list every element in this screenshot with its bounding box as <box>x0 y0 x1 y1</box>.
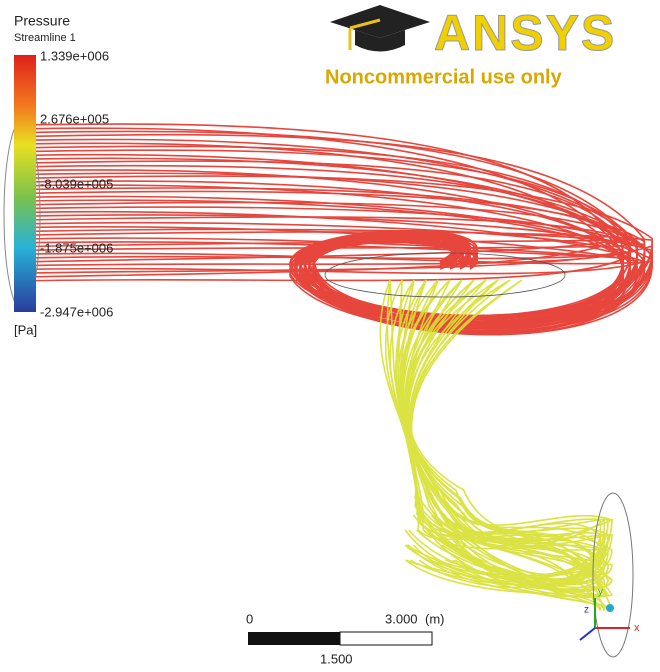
legend-label: -1.875e+006 <box>40 240 113 255</box>
legend-title: Pressure <box>14 13 70 29</box>
axis-triad <box>579 598 630 641</box>
logo-note: Noncommercial use only <box>325 66 563 88</box>
scale-bar-white <box>339 631 433 646</box>
scale-unit: (m) <box>425 611 445 626</box>
runner <box>324 252 566 298</box>
red-streamline <box>24 236 638 324</box>
scale-middle: 1.500 <box>320 651 353 666</box>
axis-z: z <box>584 605 589 616</box>
yellow-streamline <box>407 279 602 586</box>
yellow-streamline <box>379 279 613 585</box>
color-bar <box>14 55 36 312</box>
red-streamline <box>24 230 624 329</box>
red-streamline <box>24 180 624 322</box>
axis-y: y <box>598 587 603 598</box>
outlet <box>592 492 634 658</box>
logo-cap <box>330 5 430 52</box>
scale-start: 0 <box>246 611 253 626</box>
legend-subtitle: Streamline 1 <box>14 32 76 44</box>
legend-label: 1.339e+006 <box>40 48 109 63</box>
yellow-streamline <box>404 279 613 594</box>
scale-bar-black <box>248 632 340 645</box>
red-streamlines <box>24 123 653 336</box>
yellow-streamlines <box>379 279 613 612</box>
yellow-streamline <box>400 279 609 586</box>
legend-unit: [Pa] <box>14 322 37 337</box>
red-streamline <box>24 241 645 328</box>
red-streamline <box>24 239 631 335</box>
legend-label: 2.676e+005 <box>40 111 109 126</box>
yellow-streamline <box>409 279 609 597</box>
legend-label: -8.039e+005 <box>40 176 113 191</box>
legend-label: -2.947e+006 <box>40 304 113 319</box>
red-streamline <box>24 237 624 319</box>
axis-x: x <box>634 622 640 634</box>
logo-brand: ANSYS <box>434 5 616 61</box>
scale-end: 3.000 <box>385 611 418 626</box>
